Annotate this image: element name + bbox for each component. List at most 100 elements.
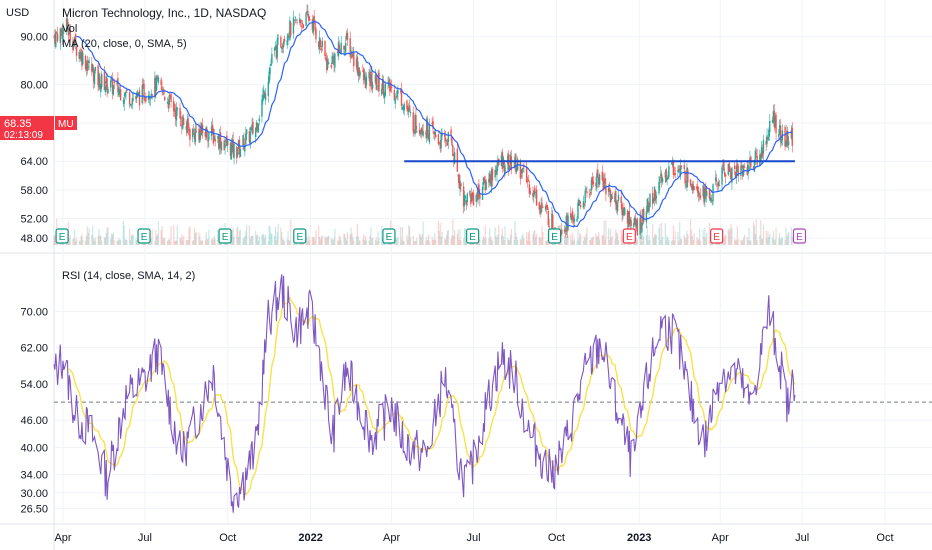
candle-body bbox=[615, 202, 618, 210]
volume-bar bbox=[563, 235, 566, 245]
candle-body bbox=[504, 166, 506, 173]
candle-body bbox=[563, 229, 566, 232]
volume-bar bbox=[137, 240, 139, 245]
candle-body bbox=[349, 38, 351, 57]
volume-bar bbox=[192, 240, 194, 245]
candle-body bbox=[470, 195, 472, 204]
candle-body bbox=[723, 162, 725, 170]
candle-body bbox=[217, 136, 219, 139]
candle-body bbox=[167, 101, 170, 109]
volume-bar bbox=[689, 219, 692, 245]
volume-bar bbox=[183, 235, 185, 245]
candle-body bbox=[696, 186, 698, 190]
candle-body bbox=[118, 90, 120, 95]
candle-body bbox=[175, 107, 178, 121]
volume-bar bbox=[582, 240, 584, 245]
volume-bar bbox=[338, 235, 340, 245]
candle-body bbox=[226, 135, 228, 147]
volume-bar bbox=[642, 238, 644, 245]
candle-body bbox=[647, 201, 649, 213]
candle-body bbox=[142, 84, 144, 87]
volume-bar bbox=[607, 228, 610, 245]
candle-body bbox=[368, 71, 370, 79]
volume-bar bbox=[54, 235, 56, 245]
volume-bar bbox=[185, 240, 187, 245]
candle-body bbox=[779, 125, 782, 142]
candle-body bbox=[610, 194, 612, 200]
candle-body bbox=[564, 229, 567, 233]
volume-bar bbox=[104, 237, 106, 245]
volume-bar bbox=[79, 240, 81, 245]
candle-body bbox=[198, 129, 200, 141]
volume-bar bbox=[654, 233, 657, 245]
candle-body bbox=[204, 132, 206, 137]
volume-bar bbox=[282, 239, 284, 245]
time-tick-label: Apr bbox=[383, 532, 400, 544]
candle-body bbox=[697, 186, 699, 193]
candle-body bbox=[489, 173, 491, 182]
volume-bar bbox=[761, 238, 764, 245]
volume-bar bbox=[697, 239, 699, 245]
candle-body bbox=[521, 169, 523, 174]
candle-body bbox=[532, 193, 534, 197]
volume-bar bbox=[426, 237, 428, 245]
candle-body bbox=[582, 201, 585, 208]
candle-body bbox=[607, 187, 610, 192]
volume-bar bbox=[778, 238, 780, 245]
candle-body bbox=[296, 22, 298, 23]
candle-body bbox=[150, 93, 152, 98]
volume-bar bbox=[641, 240, 643, 245]
candle-body bbox=[69, 28, 71, 41]
volume-bar bbox=[198, 232, 200, 245]
volume-bar bbox=[277, 223, 279, 245]
volume-bar bbox=[255, 230, 257, 245]
candle-body bbox=[457, 174, 459, 177]
volume-bar bbox=[182, 240, 184, 245]
volume-bar bbox=[645, 234, 648, 245]
candle-body bbox=[122, 100, 125, 102]
candle-body bbox=[516, 168, 518, 170]
volume-bar bbox=[752, 222, 755, 245]
volume-bar bbox=[655, 234, 657, 245]
candle-body bbox=[312, 19, 314, 33]
volume-bar bbox=[245, 230, 247, 245]
volume-bar bbox=[321, 235, 323, 245]
candle-body bbox=[774, 117, 776, 128]
volume-bar bbox=[611, 236, 613, 245]
volume-bar bbox=[494, 227, 496, 245]
candle-body bbox=[771, 119, 774, 123]
volume-bar bbox=[273, 235, 276, 245]
volume-bar bbox=[118, 237, 120, 245]
volume-bar bbox=[457, 229, 459, 245]
candle-body bbox=[451, 136, 453, 146]
volume-bar bbox=[334, 228, 336, 245]
candle-body bbox=[302, 24, 305, 29]
candle-body bbox=[363, 69, 365, 81]
candle-body bbox=[394, 99, 396, 104]
candle-body bbox=[711, 200, 713, 202]
volume-bar bbox=[350, 227, 352, 245]
candle-body bbox=[65, 18, 68, 32]
earnings-label: E bbox=[713, 232, 720, 243]
volume-bar bbox=[603, 220, 605, 245]
last-price-badge[interactable]: 68.35 02:13:09 MU bbox=[0, 116, 77, 141]
candle-body bbox=[736, 164, 739, 168]
candle-body bbox=[155, 76, 158, 91]
candle-body bbox=[734, 171, 737, 177]
candle-body bbox=[731, 167, 733, 183]
candle-body bbox=[339, 51, 342, 54]
candle-body bbox=[597, 169, 599, 176]
candle-body bbox=[702, 185, 704, 197]
volume-bar bbox=[483, 237, 485, 245]
volume-bar bbox=[605, 220, 607, 245]
volume-bar bbox=[91, 234, 93, 245]
candle-body bbox=[591, 176, 594, 185]
volume-bar bbox=[615, 229, 617, 245]
time-tick-label: Oct bbox=[548, 532, 565, 544]
candle-body bbox=[377, 75, 379, 85]
candle-body bbox=[126, 89, 128, 91]
candle-body bbox=[432, 121, 434, 129]
candle-body bbox=[132, 98, 134, 101]
rsi-tick-label: 30.00 bbox=[20, 488, 48, 500]
